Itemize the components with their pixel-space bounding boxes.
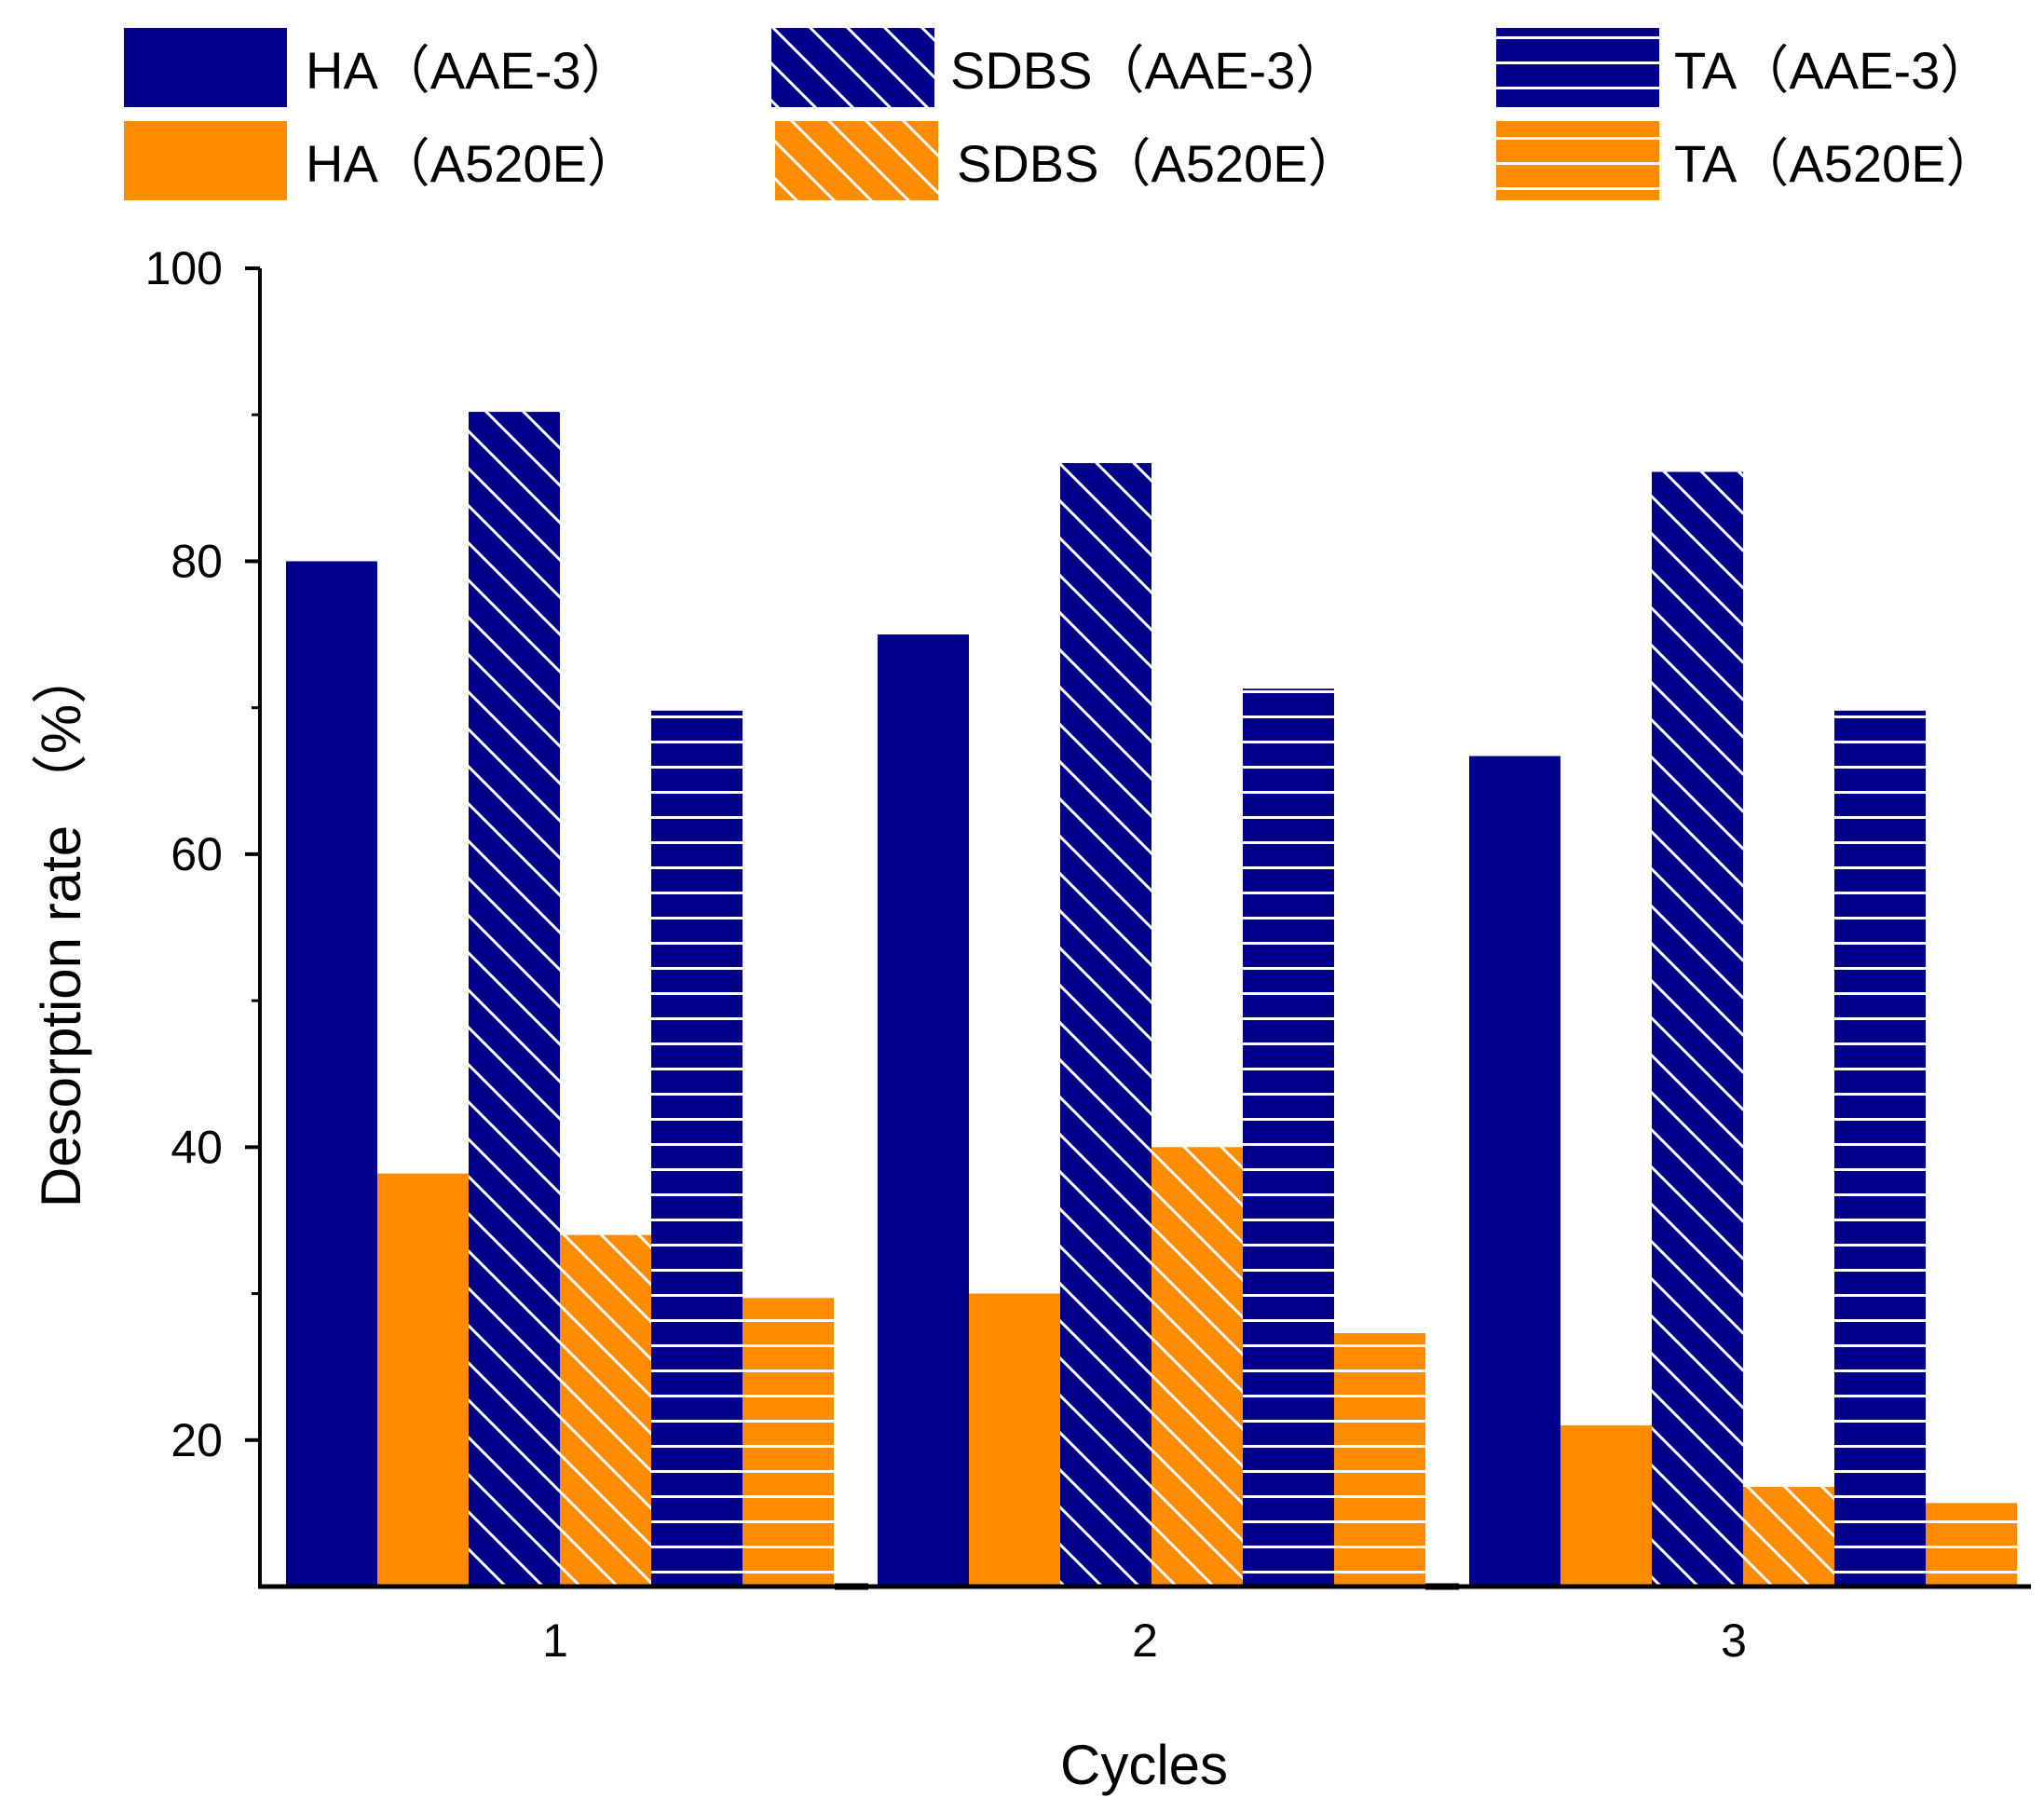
legend-swatch-sdbs-a520e: [775, 121, 938, 200]
legend-label-ha-aae3: HA（AAE-3）: [306, 41, 634, 100]
x-tick-label-3: 3: [1721, 1614, 1747, 1667]
x-tick-label-2: 2: [1132, 1614, 1158, 1667]
bar-ta-aae-3-cycle-1: [651, 710, 743, 1587]
bar-ta-aae-3-cycle-2: [1243, 688, 1334, 1587]
legend-swatch-ha-a520e: [124, 121, 287, 200]
legend-swatch-sdbs-aae3: [771, 28, 934, 107]
bar-ha-a520e-cycle-3: [1560, 1425, 1652, 1587]
legend-swatch-ta-aae3: [1496, 28, 1659, 107]
y-tick-label-100: 100: [145, 242, 223, 294]
bar-sdbs-aae-3-cycle-2: [1060, 463, 1151, 1587]
bar-ha-a520e-cycle-1: [377, 1173, 469, 1587]
bar-ha-aae-3-cycle-2: [878, 634, 969, 1587]
x-axis-ticks: 1 2 3: [542, 1583, 1747, 1667]
axes: [258, 268, 2031, 1589]
bar-sdbs-aae-3-cycle-3: [1652, 471, 1743, 1587]
x-tick-label-1: 1: [542, 1614, 568, 1667]
legend-swatch-ha-aae3: [124, 28, 287, 107]
bar-sdbs-aae-3-cycle-1: [469, 412, 560, 1587]
legend: HA（AAE-3） SDBS（AAE-3） TA（AAE-3） HA（A520E…: [124, 28, 1998, 200]
bar-sdbs-a520e-cycle-3: [1743, 1487, 1834, 1587]
legend-label-ta-a520e: TA（A520E）: [1674, 134, 1998, 193]
bars: [286, 412, 2017, 1587]
bar-ta-a520e-cycle-2: [1334, 1333, 1425, 1587]
bar-ta-a520e-cycle-3: [1926, 1503, 2017, 1587]
legend-label-sdbs-a520e: SDBS（A520E）: [957, 134, 1360, 193]
y-tick-label-20: 20: [170, 1414, 223, 1466]
y-tick-label-40: 40: [170, 1121, 223, 1173]
legend-label-ha-a520e: HA（A520E）: [306, 134, 639, 193]
bar-ta-a520e-cycle-1: [743, 1298, 834, 1587]
bar-ha-aae-3-cycle-1: [286, 561, 377, 1587]
bar-ta-aae-3-cycle-3: [1834, 710, 1926, 1587]
bar-sdbs-a520e-cycle-2: [1151, 1147, 1243, 1587]
legend-label-ta-aae3: TA（AAE-3）: [1674, 41, 1992, 100]
y-axis-ticks: 20 40 60 80 100: [145, 242, 260, 1466]
bar-ha-a520e-cycle-2: [969, 1293, 1060, 1587]
y-axis-title: Desorption rate （%）: [30, 648, 92, 1207]
legend-label-sdbs-aae3: SDBS（AAE-3）: [950, 41, 1347, 100]
legend-swatch-ta-a520e: [1496, 121, 1659, 200]
bar-ha-aae-3-cycle-3: [1469, 756, 1560, 1587]
bar-sdbs-a520e-cycle-1: [560, 1234, 651, 1587]
y-tick-label-60: 60: [170, 828, 223, 880]
y-tick-label-80: 80: [170, 535, 223, 587]
x-axis-title: Cycles: [1060, 1734, 1228, 1796]
